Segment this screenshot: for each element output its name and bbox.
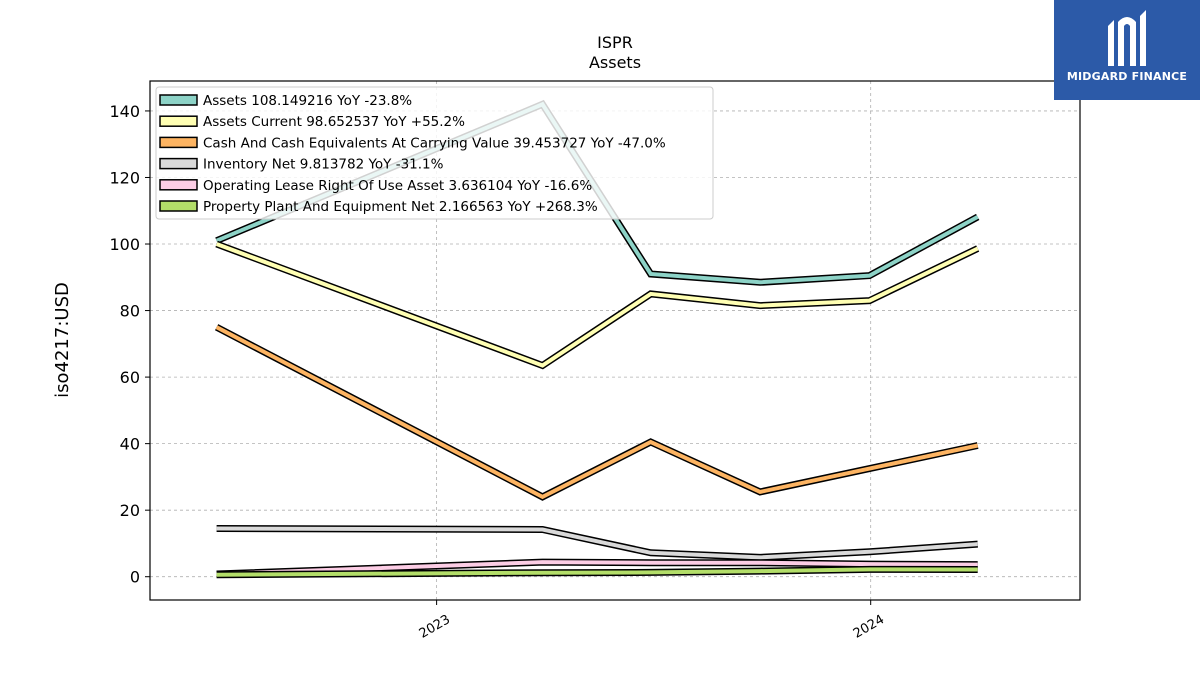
midgard-finance-logo: MIDGARD FINANCE bbox=[1054, 0, 1200, 100]
series-4 bbox=[216, 558, 978, 578]
legend-entry: Assets 108.149216 YoY -23.8% bbox=[203, 93, 412, 109]
logo-text: MIDGARD FINANCE bbox=[1066, 70, 1188, 83]
y-tick-label: 20 bbox=[120, 501, 140, 520]
series-line bbox=[215, 325, 979, 500]
x-tick-label: 2024 bbox=[851, 612, 887, 642]
legend-swatch bbox=[159, 94, 198, 106]
legend: Assets 108.149216 YoY -23.8% Assets Curre… bbox=[155, 86, 714, 220]
y-tick-label: 60 bbox=[120, 368, 140, 387]
y-tick-label: 140 bbox=[109, 102, 140, 121]
series-line bbox=[215, 242, 979, 368]
x-tick-label: 2023 bbox=[417, 612, 453, 642]
series-line bbox=[216, 567, 978, 577]
series-1 bbox=[215, 240, 980, 370]
legend-entry: Operating Lease Right Of Use Asset 3.636… bbox=[203, 178, 592, 194]
logo-mark-icon bbox=[1108, 10, 1146, 66]
y-tick-label: 100 bbox=[109, 235, 140, 254]
legend-entry: Assets Current 98.652537 YoY +55.2% bbox=[203, 114, 465, 130]
chart-subtitle: Assets bbox=[589, 53, 641, 72]
series-line bbox=[216, 526, 978, 560]
legend-swatch bbox=[159, 157, 198, 170]
series-line-outline bbox=[215, 240, 980, 370]
series-5 bbox=[216, 565, 978, 579]
series-2 bbox=[214, 324, 979, 501]
chart-title: ISPR bbox=[597, 33, 633, 52]
legend-entry: Inventory Net 9.813782 YoY -31.1% bbox=[203, 157, 444, 173]
legend-swatch bbox=[159, 115, 198, 127]
legend-entry: Cash And Cash Equivalents At Carrying Va… bbox=[203, 135, 666, 151]
plot-frame bbox=[149, 80, 1081, 601]
y-tick-label: 40 bbox=[120, 435, 140, 454]
y-tick-label: 80 bbox=[120, 302, 140, 321]
legend-box bbox=[155, 86, 714, 220]
y-tick-label: 120 bbox=[109, 168, 140, 187]
legend-swatch bbox=[159, 136, 198, 149]
legend-entry: Property Plant And Equipment Net 2.16656… bbox=[203, 199, 598, 215]
legend-swatch bbox=[159, 179, 198, 191]
series-lines bbox=[214, 99, 980, 579]
series-3 bbox=[216, 525, 978, 561]
y-axis-label: iso4217:USD bbox=[52, 282, 73, 398]
y-tick-label: 0 bbox=[130, 568, 140, 587]
series-line bbox=[216, 560, 978, 576]
legend-swatch bbox=[159, 200, 198, 212]
